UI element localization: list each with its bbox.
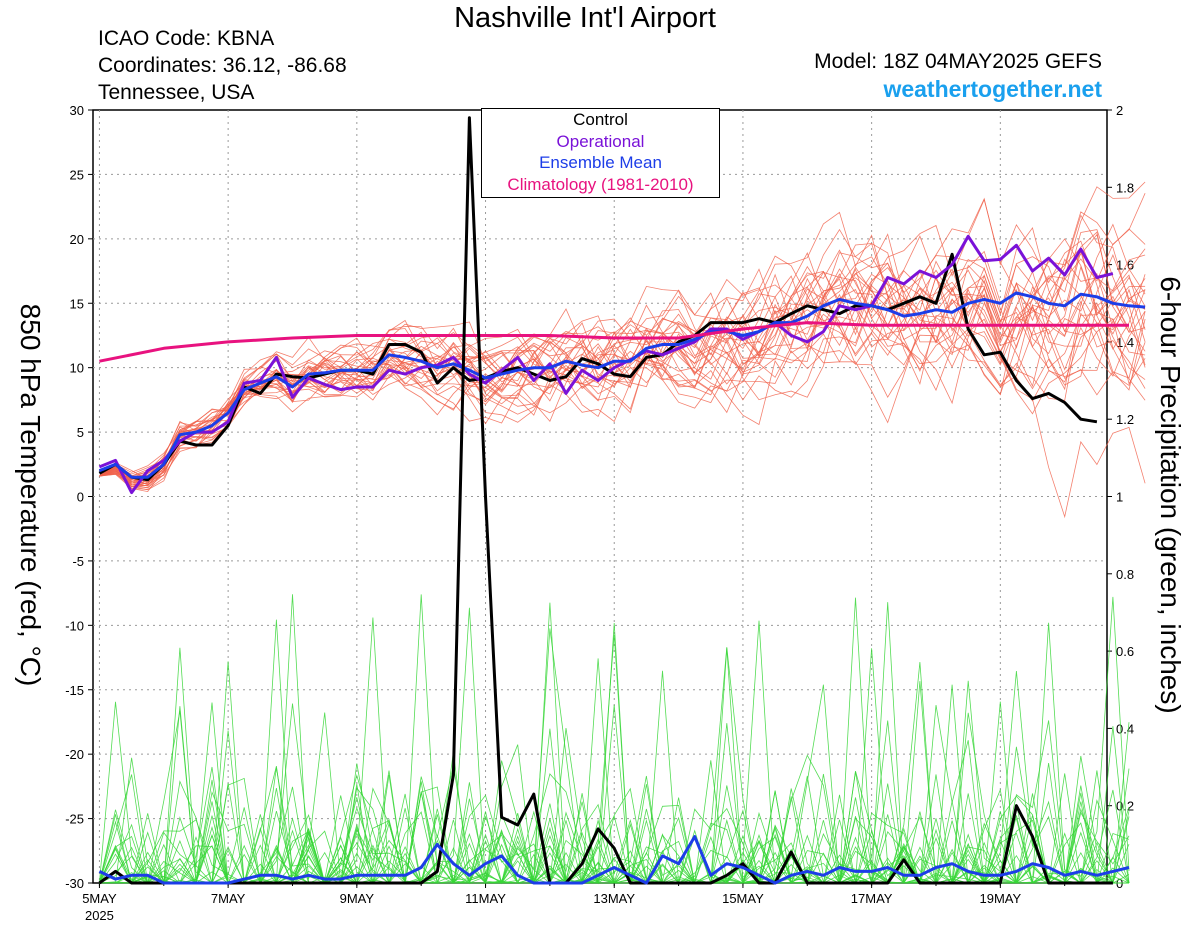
- model-label: Model: 18Z 04MAY2025 GEFS: [814, 50, 1102, 73]
- ensemble-precipitation-members: [99, 594, 1130, 885]
- series-temperature-ensemble-mean: [98, 291, 1146, 479]
- y-tick-label-left: 25: [70, 167, 84, 182]
- x-tick-label: 19MAY: [979, 891, 1021, 906]
- x-tick-label: 15MAY: [722, 891, 764, 906]
- y-tick-label-left: 20: [70, 232, 84, 247]
- x-tick-label: 11MAY: [465, 891, 506, 906]
- y-axis-label-left: 850 hPa Temperature (red, °C): [15, 303, 46, 687]
- ensemble-precipitation-member: [99, 787, 1130, 884]
- series-temperature-operational: [98, 234, 1114, 495]
- y-tick-label-right: 1.4: [1116, 335, 1134, 350]
- coordinates: Coordinates: 36.12, -86.68: [98, 54, 347, 77]
- y-tick-label-left: -15: [65, 683, 84, 698]
- ensemble-temperature-member: [99, 214, 1146, 485]
- plot-frame: [92, 109, 1108, 884]
- ensemble-temperature-member: [99, 285, 1146, 519]
- x-year-label: 2025: [85, 908, 114, 923]
- y-tick-label-left: 15: [70, 296, 84, 311]
- x-tick-label: 5MAY: [82, 891, 117, 906]
- y-tick-label-right: 1: [1116, 490, 1123, 505]
- legend-item-ensemble-mean: Ensemble Mean: [539, 153, 662, 172]
- legend: Control Operational Ensemble Mean Climat…: [481, 108, 720, 198]
- y-tick-label-left: 10: [70, 361, 84, 376]
- legend-item-operational: Operational: [556, 131, 645, 151]
- x-tick-label: 17MAY: [851, 891, 893, 906]
- ensemble-temperature-member: [99, 181, 1146, 477]
- legend-item-control: Control: [573, 110, 628, 129]
- y-tick-label-right: 0.4: [1116, 721, 1134, 736]
- y-tick-label-right: 1.8: [1116, 180, 1134, 195]
- series-temperature-climatology-1981-2010: [99, 321, 1129, 363]
- y-tick-label-right: 2: [1116, 103, 1123, 118]
- y-tick-label-left: -25: [65, 812, 84, 827]
- ensemble-temperature-member: [99, 233, 1146, 482]
- site-link[interactable]: weathertogether.net: [883, 76, 1102, 102]
- y-tick-label-left: -20: [65, 747, 84, 762]
- ensemble-temperature-member: [99, 197, 1146, 488]
- y-tick-label-left: -10: [65, 618, 84, 633]
- region: Tennessee, USA: [98, 81, 255, 104]
- series-temperature-control: [98, 252, 1098, 482]
- y-tick-label-right: 0.8: [1116, 567, 1134, 582]
- y-tick-label-right: 0: [1116, 876, 1123, 891]
- y-axis-label-right: 6-hour Precipitation (green, inches): [1155, 276, 1186, 714]
- y-tick-label-right: 0.6: [1116, 644, 1134, 659]
- y-tick-label-left: 0: [77, 490, 84, 505]
- x-tick-label: 9MAY: [340, 891, 375, 906]
- y-tick-label-left: -30: [65, 876, 84, 891]
- ensemble-temperature-member: [99, 286, 1146, 486]
- series-precipitation-ensemble-mean: [98, 835, 1130, 885]
- legend-item-climatology: Climatology (1981-2010): [507, 174, 694, 194]
- y-tick-label-left: 5: [77, 425, 84, 440]
- x-tick-label: 7MAY: [211, 891, 246, 906]
- icao-code: ICAO Code: KBNA: [98, 27, 275, 50]
- y-tick-label-right: 1.2: [1116, 412, 1134, 427]
- series-precipitation-control: [98, 116, 1113, 885]
- page-title: Nashville Int'l Airport: [454, 2, 716, 34]
- ensemble-temperature-member: [99, 226, 1146, 480]
- y-tick-label-left: -5: [72, 554, 84, 569]
- ensemble-temperature-member: [99, 229, 1146, 481]
- x-tick-label: 13MAY: [593, 891, 635, 906]
- y-tick-label-left: 30: [70, 103, 84, 118]
